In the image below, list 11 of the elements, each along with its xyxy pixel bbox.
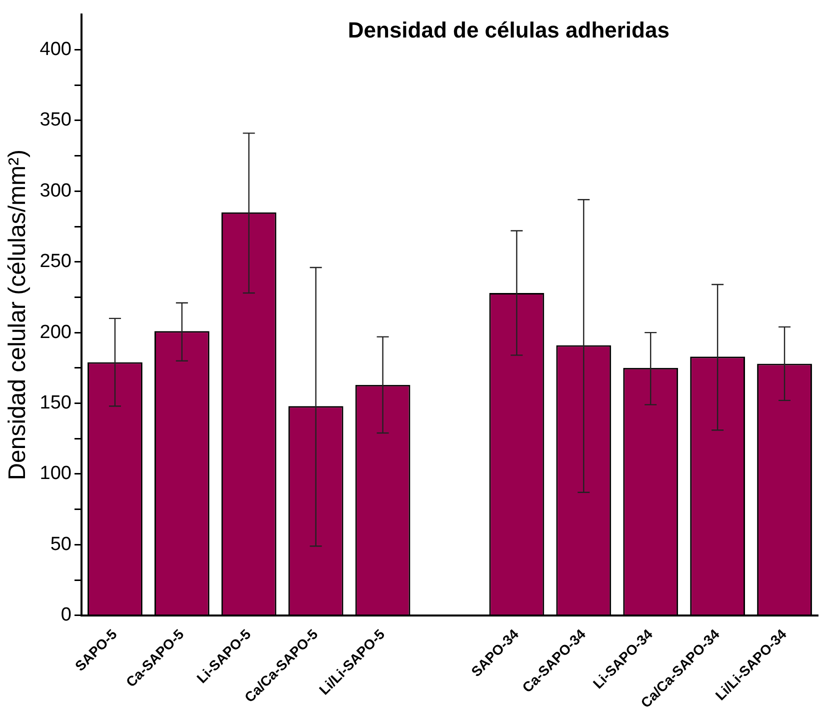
y-tick-label: 200	[40, 322, 72, 343]
y-tick-label: 300	[40, 180, 72, 202]
y-tick-label: 150	[40, 392, 72, 414]
chart-title: Densidad de células adheridas	[348, 17, 670, 42]
y-tick-label: 0	[60, 604, 72, 626]
y-tick-label: 50	[50, 534, 72, 555]
y-tick-label: 350	[40, 110, 72, 131]
y-tick-label: 250	[40, 251, 72, 272]
y-tick-label: 400	[40, 38, 72, 60]
y-tick-label: 100	[40, 463, 72, 484]
y-axis-title: Densidad celular (células/mm²)	[4, 150, 32, 480]
